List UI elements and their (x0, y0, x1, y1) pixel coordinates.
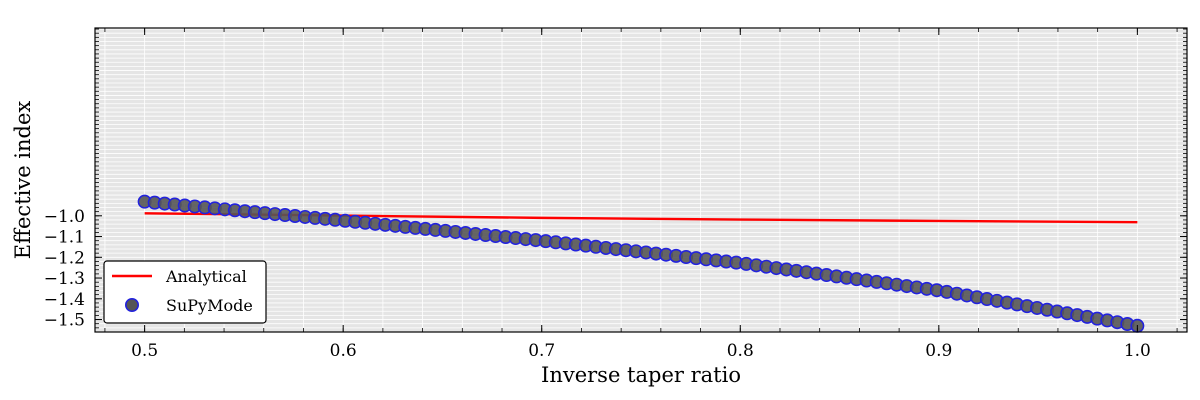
x-tick-label: 0.6 (330, 341, 357, 361)
y-tick-label: −1.2 (44, 248, 85, 268)
x-tick-label: 0.5 (131, 341, 158, 361)
x-tick-label: 0.7 (528, 341, 555, 361)
y-tick-label: −1.0 (44, 207, 85, 227)
legend-analytical-label: Analytical (165, 267, 247, 286)
x-tick-label: 0.9 (925, 341, 952, 361)
series-layer (137, 194, 1145, 333)
y-tick-label: −1.5 (44, 311, 85, 331)
x-axis-label: Inverse taper ratio (541, 363, 741, 387)
y-tick-label: −1.4 (44, 290, 85, 310)
plot-frame (94, 27, 1188, 333)
legend-supymode-label: SuPyMode (166, 296, 253, 315)
ticks: 0.5 0.6 0.7 0.8 0.9 1.0 −1.0−1.1−1.2−1.3−1.4−1… (44, 28, 1187, 361)
x-tick-label: 0.8 (727, 341, 754, 361)
grid (95, 28, 1187, 333)
y-tick-label: −1.3 (44, 269, 85, 289)
x-tick-label: 1.0 (1124, 341, 1151, 361)
legend-supymode-swatch (125, 297, 140, 312)
y-tick-label: −1.1 (44, 228, 85, 248)
legend: Analytical SuPyMode (103, 260, 267, 324)
y-axis-label: Effective index (11, 101, 35, 260)
